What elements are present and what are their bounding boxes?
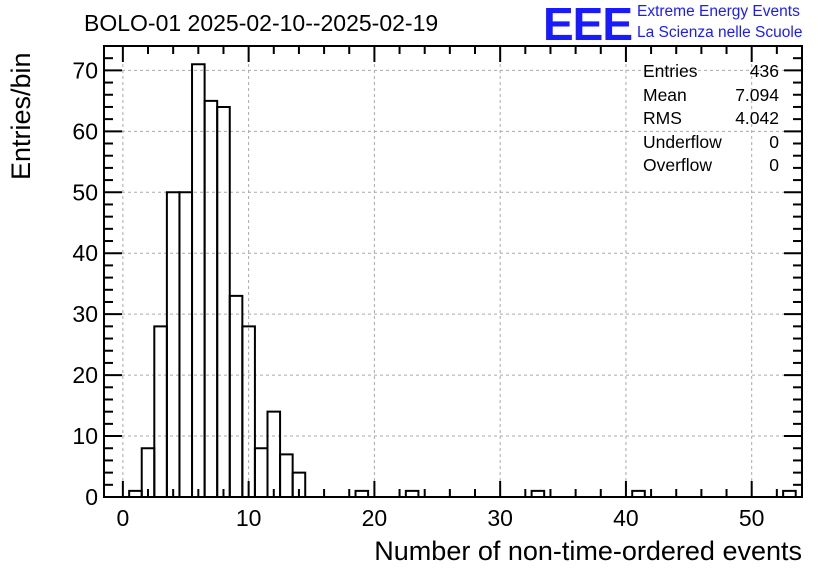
x-tick-label: 40: [613, 505, 639, 531]
x-axis-label: Number of non-time-ordered events: [374, 536, 802, 566]
y-axis-label: Entries/bin: [6, 52, 36, 180]
stats-value: 0: [769, 155, 779, 175]
histogram-bin: [228, 294, 244, 497]
y-tick-label: 60: [72, 118, 98, 144]
histogram-bin: [153, 325, 168, 497]
x-tick-label: 30: [487, 505, 513, 531]
stats-row-underflow: Underflow 0: [643, 131, 779, 155]
grid-lines: [104, 46, 802, 498]
x-tick-label: 10: [236, 505, 262, 531]
logo-line-1: Extreme Energy Events: [637, 3, 800, 20]
stats-label: Overflow: [643, 155, 713, 175]
logo-line-2: La Scienza nelle Scuole: [637, 24, 803, 41]
stats-label: Mean: [643, 84, 687, 105]
stats-value: 7.094: [735, 84, 779, 105]
plot-frame: [103, 45, 803, 498]
x-tick-label: 0: [116, 505, 129, 531]
y-tick-label: 0: [85, 484, 98, 510]
y-tick-label: 70: [72, 57, 98, 83]
stats-value: 4.042: [735, 108, 779, 128]
y-tick-label: 10: [72, 423, 98, 449]
stats-row-rms: RMS 4.042: [643, 107, 779, 131]
stats-row-mean: Mean 7.094: [643, 84, 779, 108]
histogram-bin: [631, 489, 646, 497]
stats-row-entries: Entries 436: [643, 60, 779, 84]
x-tick-label: 20: [362, 505, 388, 531]
histogram-bin: [191, 63, 206, 497]
stats-label: Underflow: [643, 131, 722, 152]
axis-tick-labels: 0 10 20 30 40 50 0 10 20 30 40 50 60 70: [72, 57, 764, 531]
histogram-bin: [216, 105, 231, 497]
y-tick-label: 30: [72, 301, 98, 327]
axis-ticks: [104, 45, 803, 498]
chart-title: BOLO-01 2025-02-10--2025-02-19: [84, 10, 439, 36]
histogram-bin: [253, 447, 269, 497]
stats-value: 436: [749, 61, 779, 81]
histogram-bin: [530, 489, 546, 497]
histogram-bin: [241, 325, 256, 497]
eee-logo: EEE: [543, 0, 633, 50]
histogram-bin: [266, 410, 282, 497]
histogram-bin: [404, 489, 420, 497]
x-tick-label: 50: [739, 505, 765, 531]
histogram-bin: [165, 191, 181, 497]
histogram-bin: [203, 99, 219, 497]
histogram-bin: [782, 489, 797, 497]
histogram-bin: [291, 471, 307, 497]
histogram-bin: [354, 489, 370, 497]
y-tick-label: 40: [72, 240, 98, 266]
stats-row-overflow: Overflow 0: [643, 154, 779, 178]
histogram-bin: [279, 453, 294, 497]
stats-label: Entries: [643, 61, 698, 81]
y-tick-label: 20: [72, 362, 98, 388]
histogram-bars: [128, 63, 797, 497]
histogram-bin: [178, 191, 194, 497]
stats-box: Entries 436 Mean 7.094 RMS 4.042 Underfl…: [643, 60, 779, 178]
stats-label: RMS: [643, 108, 682, 128]
y-tick-label: 50: [72, 179, 98, 205]
stats-value: 0: [769, 131, 779, 152]
